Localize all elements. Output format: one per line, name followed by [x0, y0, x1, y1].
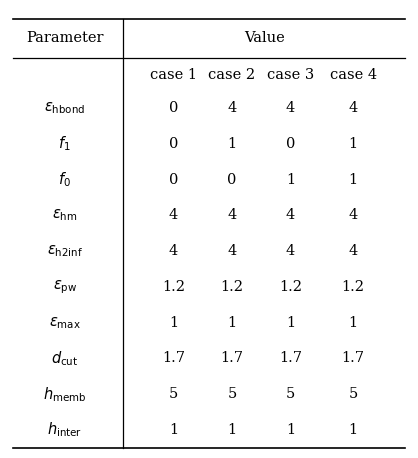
Text: 1: 1	[286, 173, 295, 187]
Text: case 3: case 3	[267, 68, 314, 82]
Text: 1: 1	[169, 423, 178, 437]
Text: 1.7: 1.7	[162, 351, 185, 365]
Text: 4: 4	[169, 244, 178, 258]
Text: $f_{0}$: $f_{0}$	[59, 170, 71, 189]
Text: 1.7: 1.7	[279, 351, 302, 365]
Text: $\epsilon_{\mathrm{max}}$: $\epsilon_{\mathrm{max}}$	[49, 315, 81, 331]
Text: 4: 4	[227, 244, 237, 258]
Text: 1: 1	[349, 173, 358, 187]
Text: 1.2: 1.2	[279, 280, 302, 294]
Text: case 1: case 1	[150, 68, 197, 82]
Text: Value: Value	[244, 32, 285, 45]
Text: 5: 5	[227, 387, 237, 401]
Text: 4: 4	[349, 244, 358, 258]
Text: Parameter: Parameter	[26, 32, 104, 45]
Text: $h_{\mathrm{inter}}$: $h_{\mathrm{inter}}$	[47, 421, 82, 439]
Text: 1: 1	[286, 316, 295, 330]
Text: $\epsilon_{\mathrm{h2inf}}$: $\epsilon_{\mathrm{h2inf}}$	[47, 243, 83, 259]
Text: 4: 4	[286, 244, 295, 258]
Text: 0: 0	[169, 173, 178, 187]
Text: 1: 1	[227, 137, 237, 151]
Text: 5: 5	[286, 387, 295, 401]
Text: 1: 1	[227, 423, 237, 437]
Text: case 2: case 2	[209, 68, 255, 82]
Text: 1: 1	[349, 137, 358, 151]
Text: $d_{\mathrm{cut}}$: $d_{\mathrm{cut}}$	[51, 349, 79, 368]
Text: 1: 1	[169, 316, 178, 330]
Text: $h_{\mathrm{memb}}$: $h_{\mathrm{memb}}$	[43, 385, 87, 403]
Text: $\epsilon_{\mathrm{hbond}}$: $\epsilon_{\mathrm{hbond}}$	[44, 100, 85, 116]
Text: 1.7: 1.7	[342, 351, 365, 365]
Text: 0: 0	[227, 173, 237, 187]
Text: 4: 4	[286, 208, 295, 223]
Text: 4: 4	[349, 101, 358, 115]
Text: 1: 1	[286, 423, 295, 437]
Text: 1: 1	[349, 423, 358, 437]
Text: $\epsilon_{\mathrm{hm}}$: $\epsilon_{\mathrm{hm}}$	[52, 207, 77, 223]
Text: 1: 1	[349, 316, 358, 330]
Text: 4: 4	[227, 208, 237, 223]
Text: 4: 4	[227, 101, 237, 115]
Text: $\epsilon_{\mathrm{pw}}$: $\epsilon_{\mathrm{pw}}$	[53, 278, 77, 296]
Text: 4: 4	[349, 208, 358, 223]
Text: 4: 4	[286, 101, 295, 115]
Text: 0: 0	[169, 137, 178, 151]
Text: 5: 5	[169, 387, 178, 401]
Text: 1.2: 1.2	[220, 280, 244, 294]
Text: case 4: case 4	[330, 68, 377, 82]
Text: 1.7: 1.7	[220, 351, 244, 365]
Text: 1: 1	[227, 316, 237, 330]
Text: 4: 4	[169, 208, 178, 223]
Text: 1.2: 1.2	[342, 280, 365, 294]
Text: 0: 0	[286, 137, 295, 151]
Text: 5: 5	[349, 387, 358, 401]
Text: $f_{1}$: $f_{1}$	[59, 135, 71, 153]
Text: 0: 0	[169, 101, 178, 115]
Text: 1.2: 1.2	[162, 280, 185, 294]
